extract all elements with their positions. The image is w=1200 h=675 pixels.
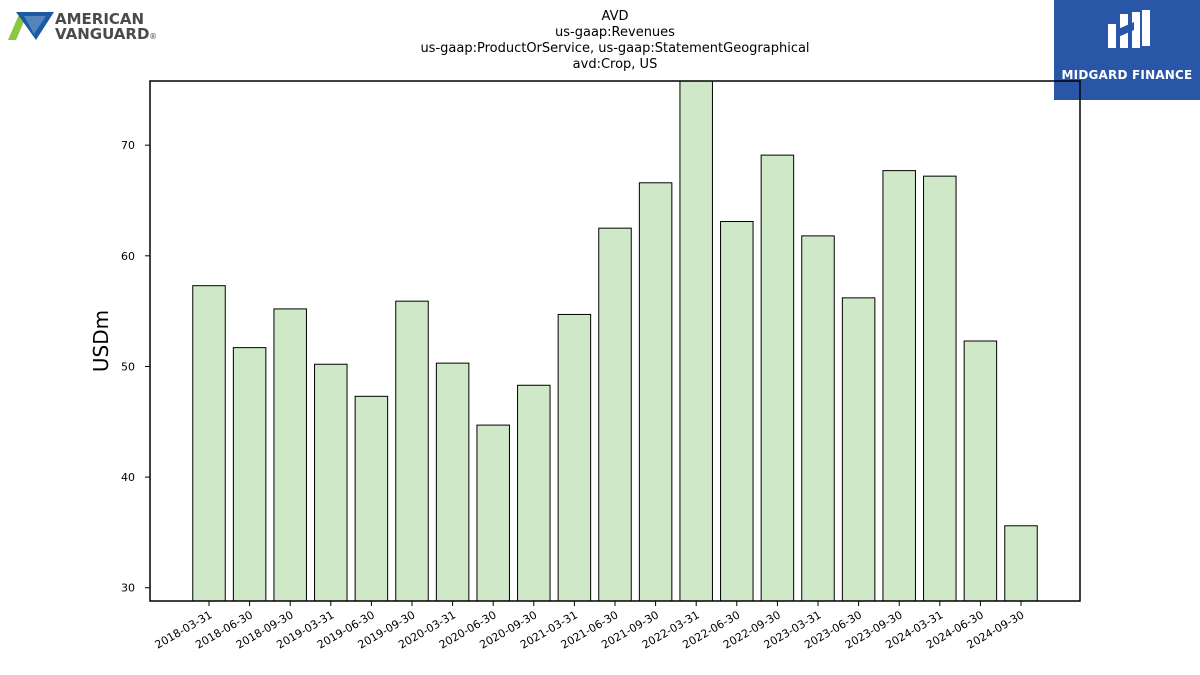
bar-2021-06-30 — [598, 227, 632, 602]
bars — [192, 80, 1038, 602]
bar-2023-03-31 — [801, 235, 835, 602]
chart-title-line: avd:Crop, US — [573, 57, 658, 72]
american-vanguard-logo-mark: AMERICAN VANGUARD ® — [8, 10, 157, 43]
logo-registered-mark: ® — [149, 32, 157, 41]
y-axis-ticks: 30 40 50 60 70 — [121, 139, 150, 595]
chart-title-line: us-gaap:ProductOrService, us-gaap:Statem… — [420, 41, 809, 56]
chart-title-line: us-gaap:Revenues — [555, 25, 675, 40]
bar-2024-03-31 — [923, 175, 957, 602]
logo-text-line1: AMERICAN — [55, 10, 144, 28]
bar-2024-06-30 — [963, 340, 998, 602]
bar-2019-09-30 — [395, 300, 429, 602]
bar-2020-03-31 — [435, 362, 470, 602]
logo-text-line2: VANGUARD — [55, 25, 149, 43]
y-tick-label: 40 — [121, 471, 135, 484]
bar-2023-06-30 — [841, 297, 876, 602]
midgard-finance-text: MIDGARD FINANCE — [1061, 68, 1193, 82]
bar-2021-09-30 — [638, 182, 673, 602]
y-tick-label: 60 — [121, 250, 135, 263]
bar-2018-06-30 — [232, 347, 267, 602]
chart-title-line: AVD — [602, 9, 629, 24]
bar-2023-09-30 — [882, 170, 916, 602]
bar-2021-03-31 — [557, 313, 592, 602]
y-axis-label: USDm — [89, 310, 113, 372]
bar-2022-03-31 — [679, 80, 713, 602]
chart-title: AVDus-gaap:Revenuesus-gaap:ProductOrServ… — [420, 9, 809, 72]
bar-2020-09-30 — [517, 384, 551, 602]
bar-2019-03-31 — [314, 363, 348, 602]
midgard-finance-logo: MIDGARD FINANCE — [1054, 0, 1200, 100]
y-tick-label: 30 — [121, 582, 135, 595]
bar-2019-06-30 — [354, 395, 389, 602]
x-axis-ticks: 2018-03-312018-06-302018-09-302019-03-31… — [153, 601, 1027, 652]
bar-2024-09-30 — [1004, 525, 1038, 602]
y-tick-label: 50 — [121, 360, 135, 373]
american-vanguard-logo: AMERICAN VANGUARD ® — [6, 8, 166, 44]
bar-2018-09-30 — [273, 308, 307, 602]
y-tick-label: 70 — [121, 139, 135, 152]
bar-2018-03-31 — [192, 285, 226, 602]
bar-2020-06-30 — [476, 424, 510, 602]
bar-2022-09-30 — [760, 154, 795, 602]
midgard-finance-logo-mark — [1108, 10, 1150, 48]
bar-2022-06-30 — [720, 221, 754, 602]
